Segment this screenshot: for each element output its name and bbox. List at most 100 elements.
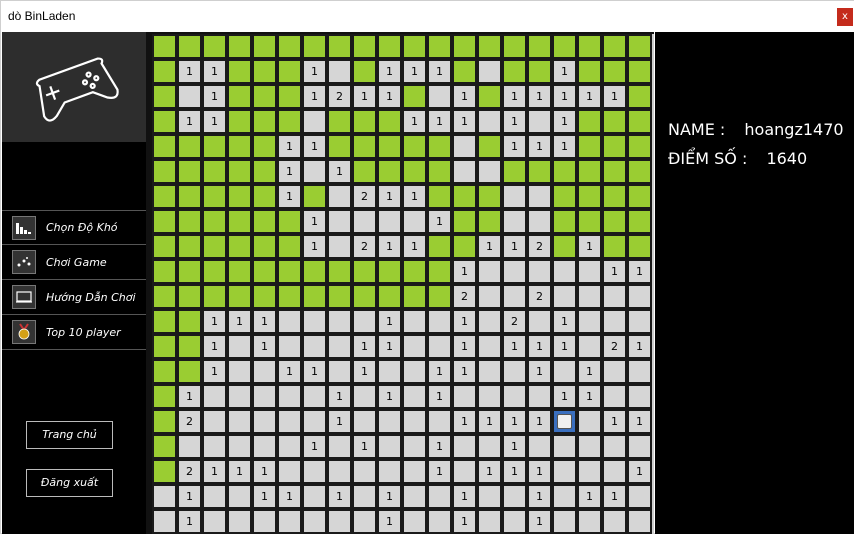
board-cell[interactable]: 1	[377, 484, 402, 509]
board-cell[interactable]	[502, 284, 527, 309]
board-cell[interactable]	[552, 209, 577, 234]
board-cell[interactable]	[502, 184, 527, 209]
board-cell[interactable]	[577, 334, 602, 359]
board-cell[interactable]	[602, 434, 627, 459]
board-cell[interactable]	[152, 234, 177, 259]
board-cell[interactable]	[627, 434, 652, 459]
board-cell[interactable]: 1	[352, 434, 377, 459]
board-cell[interactable]	[577, 434, 602, 459]
board-cell[interactable]	[227, 59, 252, 84]
board-cell[interactable]	[602, 34, 627, 59]
board-cell[interactable]	[377, 284, 402, 309]
board-cell[interactable]	[477, 109, 502, 134]
board-cell[interactable]	[277, 209, 302, 234]
board-cell[interactable]	[252, 384, 277, 409]
board-cell[interactable]	[502, 384, 527, 409]
board-cell[interactable]: 1	[202, 109, 227, 134]
board-cell[interactable]: 1	[627, 459, 652, 484]
board-cell[interactable]	[402, 134, 427, 159]
board-cell[interactable]: 1	[302, 84, 327, 109]
board-cell[interactable]: 1	[452, 84, 477, 109]
board-cell[interactable]	[277, 34, 302, 59]
board-cell[interactable]	[477, 284, 502, 309]
board-cell[interactable]	[427, 184, 452, 209]
board-cell[interactable]	[202, 409, 227, 434]
board-cell[interactable]	[402, 484, 427, 509]
board-cell[interactable]	[327, 109, 352, 134]
board-cell[interactable]: 1	[527, 359, 552, 384]
board-cell[interactable]: 2	[502, 309, 527, 334]
board-cell[interactable]	[577, 59, 602, 84]
board-cell[interactable]	[177, 184, 202, 209]
board-cell[interactable]	[402, 284, 427, 309]
board-cell[interactable]: 1	[452, 409, 477, 434]
board-cell[interactable]: 1	[352, 334, 377, 359]
board-cell[interactable]	[577, 309, 602, 334]
board-cell[interactable]	[602, 309, 627, 334]
board-cell[interactable]	[327, 459, 352, 484]
board-cell[interactable]	[252, 159, 277, 184]
board-cell[interactable]	[352, 134, 377, 159]
board-cell[interactable]: 1	[302, 234, 327, 259]
board-cell[interactable]	[177, 334, 202, 359]
board-cell[interactable]: 1	[552, 309, 577, 334]
board-cell[interactable]	[452, 459, 477, 484]
board-cell[interactable]	[177, 84, 202, 109]
board-cell[interactable]	[352, 59, 377, 84]
board-cell[interactable]	[227, 109, 252, 134]
board-cell[interactable]	[502, 34, 527, 59]
board-cell[interactable]	[152, 184, 177, 209]
board-cell[interactable]	[252, 234, 277, 259]
board-cell[interactable]	[402, 509, 427, 534]
board-cell[interactable]	[477, 434, 502, 459]
board-cell[interactable]: 1	[302, 134, 327, 159]
board-cell[interactable]	[427, 134, 452, 159]
board-cell[interactable]	[252, 259, 277, 284]
board-cell[interactable]	[252, 109, 277, 134]
board-cell[interactable]	[402, 259, 427, 284]
board-cell[interactable]	[177, 259, 202, 284]
board-cell[interactable]	[377, 134, 402, 159]
board-cell[interactable]	[202, 484, 227, 509]
board-cell[interactable]	[377, 109, 402, 134]
board-cell[interactable]: 1	[352, 84, 377, 109]
board-cell[interactable]: 1	[177, 384, 202, 409]
board-cell[interactable]: 1	[227, 459, 252, 484]
board-cell[interactable]	[327, 34, 352, 59]
board-cell[interactable]	[627, 484, 652, 509]
board-cell[interactable]	[177, 434, 202, 459]
board-cell[interactable]	[627, 234, 652, 259]
board-cell[interactable]	[327, 59, 352, 84]
board-cell[interactable]	[227, 234, 252, 259]
board-cell[interactable]: 1	[577, 234, 602, 259]
board-cell[interactable]: 1	[327, 409, 352, 434]
board-cell[interactable]	[602, 234, 627, 259]
board-cell[interactable]	[627, 309, 652, 334]
board-cell[interactable]	[377, 434, 402, 459]
board-cell[interactable]	[202, 384, 227, 409]
board-cell[interactable]	[227, 159, 252, 184]
board-cell[interactable]	[377, 459, 402, 484]
board-cell[interactable]	[302, 34, 327, 59]
board-cell[interactable]	[427, 284, 452, 309]
board-cell[interactable]: 1	[202, 459, 227, 484]
board-cell[interactable]	[527, 384, 552, 409]
board-cell[interactable]	[602, 509, 627, 534]
board-cell[interactable]	[427, 259, 452, 284]
board-cell[interactable]	[202, 509, 227, 534]
board-cell[interactable]	[477, 84, 502, 109]
board-cell[interactable]	[302, 259, 327, 284]
board-cell[interactable]	[577, 459, 602, 484]
board-cell[interactable]: 2	[352, 234, 377, 259]
board-cell[interactable]	[477, 59, 502, 84]
board-cell[interactable]: 1	[402, 184, 427, 209]
board-cell[interactable]	[352, 409, 377, 434]
board-cell[interactable]: 1	[252, 484, 277, 509]
board-cell[interactable]	[577, 159, 602, 184]
board-cell[interactable]	[277, 284, 302, 309]
board-cell[interactable]	[227, 84, 252, 109]
board-cell[interactable]	[577, 509, 602, 534]
board-cell[interactable]: 1	[202, 359, 227, 384]
board-cell[interactable]: 1	[452, 109, 477, 134]
board-cell[interactable]: 1	[302, 359, 327, 384]
